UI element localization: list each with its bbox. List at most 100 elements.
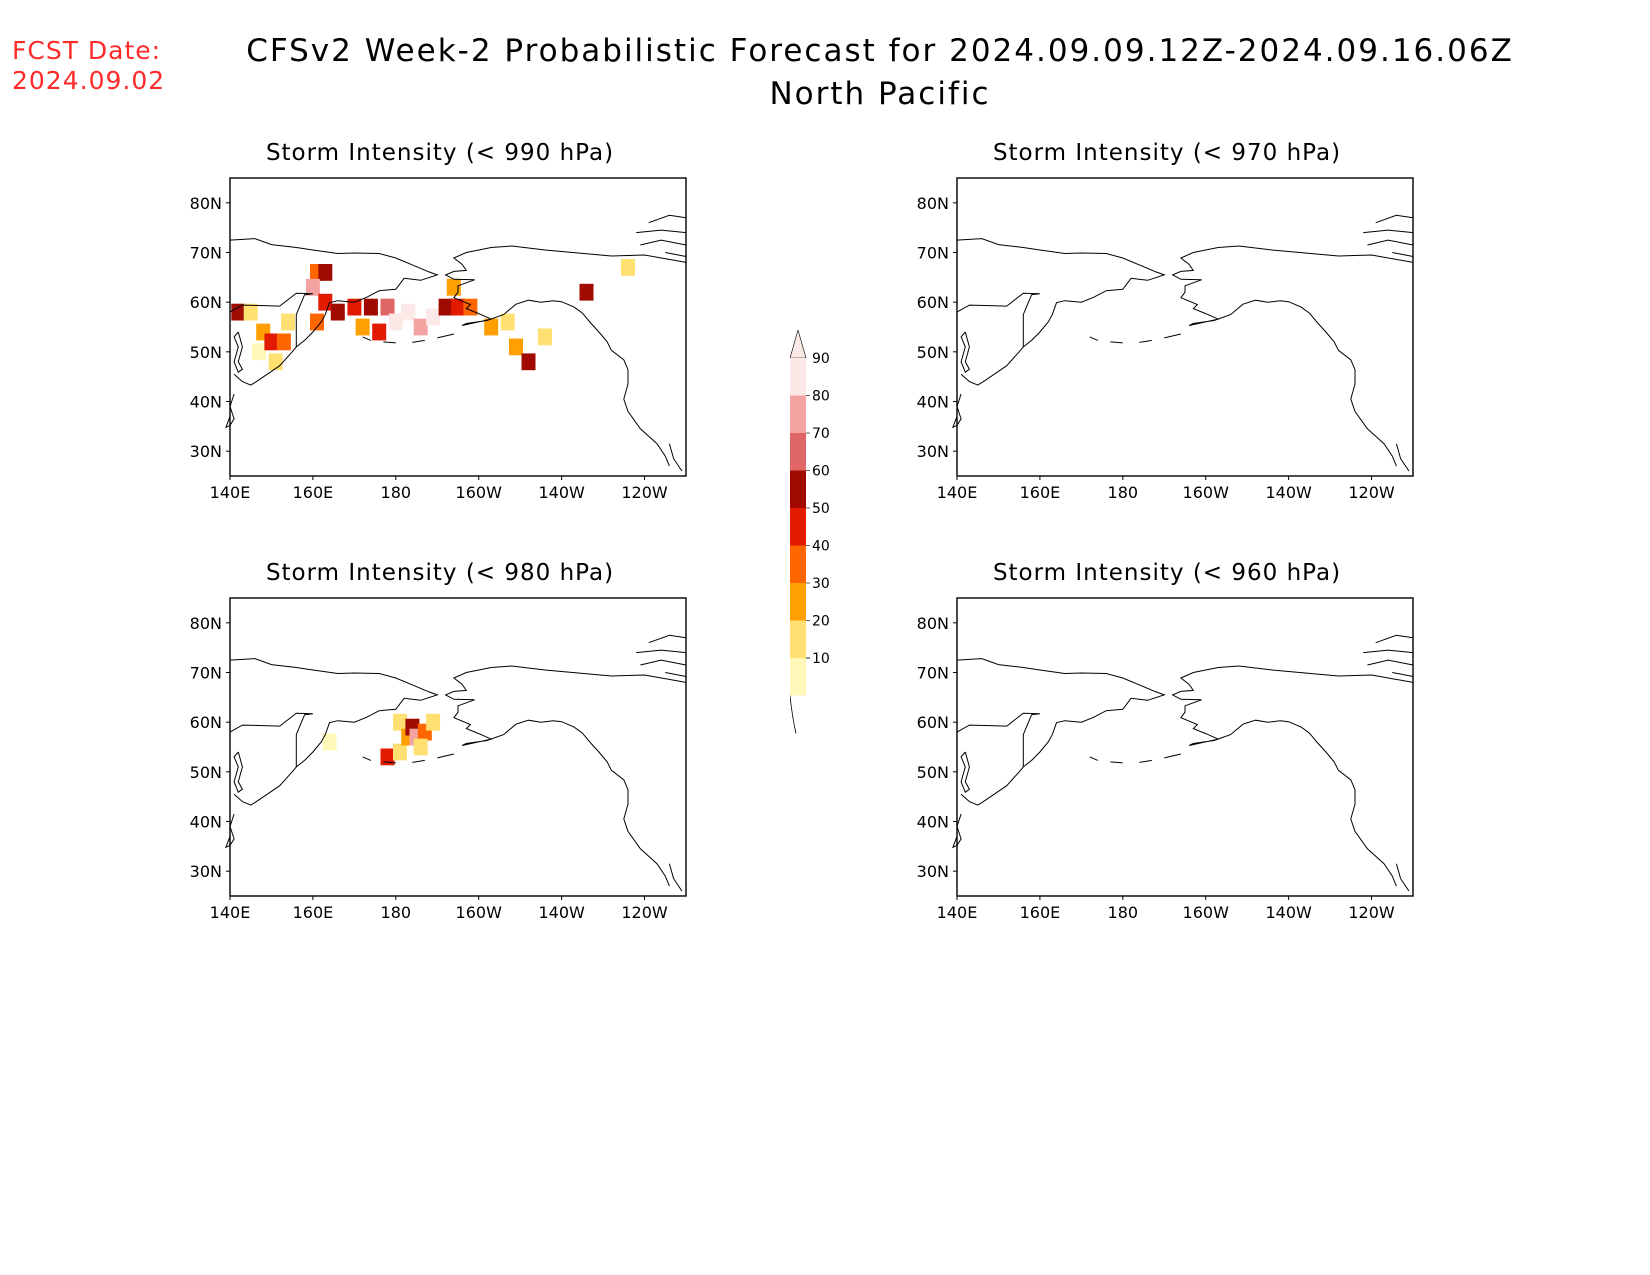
coastline [956,238,1166,348]
map-frame [956,177,1414,477]
colorbar-bottom-cap [789,695,797,734]
probability-cell [413,318,428,336]
lon-tick-label: 140E [937,483,978,502]
coastline [1164,333,1182,339]
probability-cell [393,713,407,731]
lon-tick-label: 160E [1020,483,1061,502]
fcst-label: FCST Date: [12,36,162,65]
probability-cell [243,303,258,321]
coastline [1110,341,1123,344]
colorbar-segment [790,433,806,471]
lon-tick-label: 140E [210,483,251,502]
map-panel-980: Storm Intensity (< 980 hPa) 80N 70N 60N 50N… [180,560,700,960]
coastline [648,214,687,224]
lat-tick-label: 60N [190,713,222,732]
page-subtitle: North Pacific [769,76,991,112]
coastline [1363,229,1414,234]
probability-cell [509,338,523,356]
map-svg: 80N 70N 60N 50N 40N 30N 140E 160E 180 160W 140W 120… [917,177,1414,502]
probability-cell [372,323,387,341]
coastline [668,863,683,892]
lon-tick-label: 120W [1348,903,1395,922]
coastline [233,751,244,793]
coastline [362,756,372,761]
map-svg: 80N 70N 60N 50N 40N 30N 140E 160E 180 160W 140W 120… [190,597,687,922]
lat-tick-label: 30N [917,862,949,881]
lat-tick-label: 30N [190,442,222,461]
coastline [960,346,1024,386]
colorbar-label: 30 [812,576,830,592]
page-title: CFSv2 Week-2 Probabilistic Forecast for … [246,33,1514,69]
coastline [1392,672,1414,677]
lon-tick-label: 160W [1183,483,1230,502]
probability-cell [231,303,246,321]
colorbar-segment [790,395,806,433]
probability-cell [463,298,478,316]
probability-cell [264,333,279,351]
coastline [412,339,425,343]
coastline [444,245,687,467]
lon-tick-label: 140W [1265,903,1312,922]
probability-cell [393,743,407,761]
colorbar-label: 20 [812,614,830,630]
lat-tick-label: 70N [917,664,949,683]
coastline [233,346,297,386]
coastline [1089,336,1099,341]
map-svg: 80N 70N 60N 50N 40N 30N 140E 160E 180 160W 140W 120… [190,177,687,502]
lat-tick-label: 70N [190,244,222,263]
colorbar-segment [790,620,806,658]
lon-tick-label: 160W [456,903,503,922]
coastline [1110,761,1123,764]
colorbar-segment [790,470,806,508]
coastline [233,766,297,806]
coastline [444,665,687,887]
colorbar-segment [790,658,806,696]
probability-cell [426,308,441,326]
lon-tick-label: 180 [381,483,412,502]
probability-cell [401,303,416,321]
fcst-date: 2024.09.02 [12,66,166,95]
lon-tick-label: 120W [621,483,668,502]
coastline [1395,863,1410,892]
coastline [229,658,439,768]
colorbar-label: 10 [812,651,830,667]
coastline [437,753,455,759]
lat-tick-label: 50N [917,763,949,782]
probability-cell [484,318,499,336]
lat-tick-label: 80N [917,194,949,213]
probability-cell [438,298,453,316]
coastline [1363,649,1414,654]
lat-tick-label: 60N [917,713,949,732]
panel-title: Storm Intensity (< 960 hPa) [992,560,1342,586]
lon-tick-label: 160E [293,903,334,922]
coastline [1367,659,1414,666]
coastline [640,659,687,666]
lat-tick-label: 70N [190,664,222,683]
lon-tick-label: 180 [1108,903,1139,922]
probability-cell [579,283,594,301]
probability-cell [347,298,362,316]
lat-tick-label: 60N [917,293,949,312]
colorbar-top-cap [789,328,807,359]
coastline [1375,634,1414,644]
coastline [1367,239,1414,246]
probability-cell [252,343,266,361]
lon-tick-label: 120W [621,903,668,922]
lat-tick-label: 50N [190,343,222,362]
lat-tick-label: 60N [190,293,222,312]
probability-cell [621,259,635,276]
coastline [960,331,971,373]
lat-tick-label: 50N [190,763,222,782]
lon-tick-label: 140W [1265,483,1312,502]
colorbar-label: 50 [812,501,830,517]
colorbar-segment [790,545,806,583]
panel-title: Storm Intensity (< 970 hPa) [992,140,1342,166]
lat-tick-label: 80N [190,614,222,633]
coastline [437,333,455,339]
lon-tick-label: 140E [937,903,978,922]
probability-cell [388,313,403,331]
colorbar-label: 90 [812,351,830,367]
lat-tick-label: 40N [190,813,222,832]
coastline [1139,339,1152,343]
lat-tick-label: 70N [917,244,949,263]
